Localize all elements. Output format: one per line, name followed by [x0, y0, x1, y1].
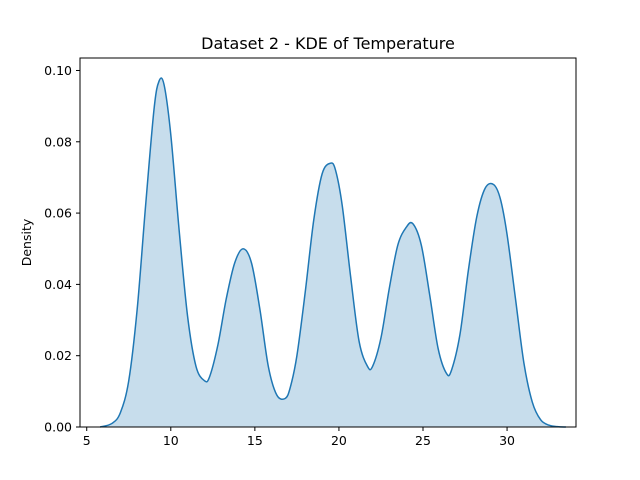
- x-tick-label: 5: [83, 433, 91, 448]
- kde-area-fill: [100, 78, 566, 427]
- y-tick-label: 0.02: [44, 348, 72, 363]
- plot-frame: [79, 57, 577, 428]
- x-tick-label: 20: [331, 433, 347, 448]
- y-axis-label: Density: [19, 218, 34, 266]
- y-tick-label: 0.04: [44, 277, 72, 292]
- plot-area: [99, 77, 566, 428]
- y-axis: 0.00 0.02 0.04 0.06 0.08 0.10: [44, 63, 80, 435]
- chart-title: Dataset 2 - KDE of Temperature: [201, 34, 455, 53]
- y-tick-label: 0.08: [44, 134, 72, 149]
- x-tick-label: 10: [163, 433, 179, 448]
- y-tick-label: 0.00: [44, 420, 72, 435]
- x-tick-label: 15: [247, 433, 263, 448]
- x-tick-label: 30: [499, 433, 515, 448]
- x-axis: 5 10 15 20 25 30: [83, 427, 515, 448]
- x-tick-label: 25: [415, 433, 431, 448]
- y-tick-label: 0.06: [44, 206, 72, 221]
- kde-curve-line: [99, 77, 566, 428]
- y-tick-label: 0.10: [44, 63, 72, 78]
